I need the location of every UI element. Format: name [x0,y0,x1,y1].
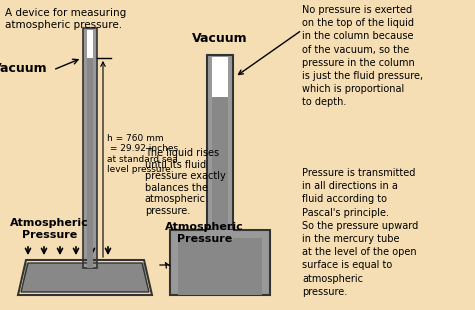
Text: No pressure is exerted
on the top of the liquid
in the column because
of the vac: No pressure is exerted on the top of the… [302,5,423,107]
Text: Vacuum: Vacuum [0,61,48,74]
Polygon shape [87,30,93,58]
Polygon shape [21,263,149,292]
Polygon shape [178,238,262,295]
Text: A device for measuring
atmospheric pressure.: A device for measuring atmospheric press… [5,8,126,29]
Text: h = 760 mm
 = 29.92 inches
at standard sea
level pressure.: h = 760 mm = 29.92 inches at standard se… [107,134,178,174]
Text: Pressure is transmitted
in all directions in a
fluid according to
Pascal's princ: Pressure is transmitted in all direction… [302,168,418,297]
Polygon shape [207,55,233,230]
Polygon shape [87,58,93,268]
Text: The liquid rises
until its fluid
pressure exactly
balances the
atmospheric
press: The liquid rises until its fluid pressur… [144,148,225,216]
Polygon shape [207,230,233,240]
Text: Vacuum: Vacuum [192,32,248,45]
Polygon shape [212,97,228,230]
Polygon shape [207,230,233,240]
Polygon shape [83,28,97,268]
Text: Atmospheric
Pressure: Atmospheric Pressure [10,218,89,240]
Polygon shape [212,57,228,97]
Polygon shape [170,230,270,295]
Text: Atmospheric
Pressure: Atmospheric Pressure [165,222,244,244]
